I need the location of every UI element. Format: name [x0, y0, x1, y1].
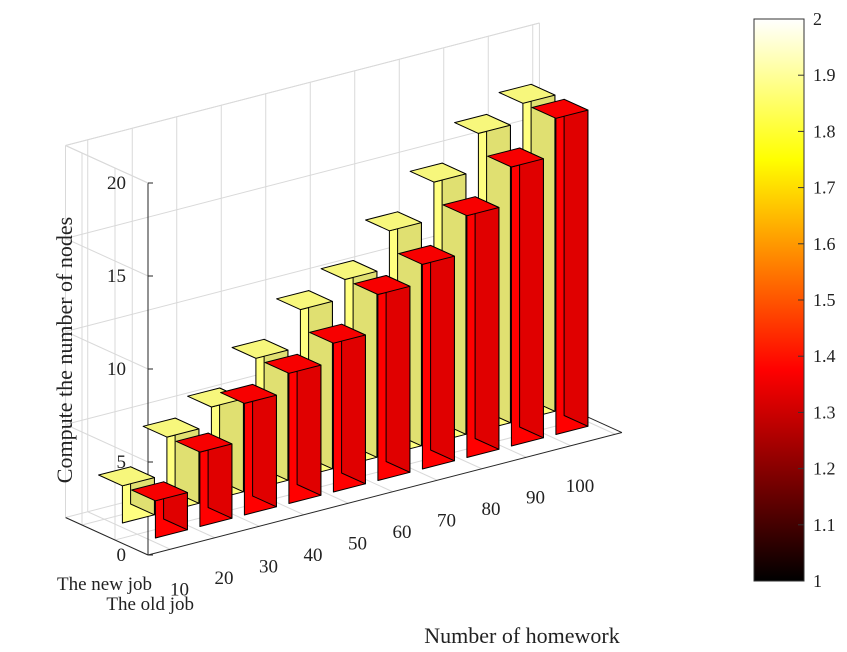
bar-face-top	[98, 466, 155, 487]
bar-face-top	[487, 147, 544, 168]
x-tick-label: 50	[348, 534, 367, 555]
colorbar-tick-label: 1.7	[813, 178, 836, 198]
box-edge	[65, 22, 540, 146]
colorbar-tick-label: 1.5	[813, 290, 836, 310]
bar-face-top	[454, 113, 511, 134]
bar-old-job-50	[309, 323, 366, 493]
grid-line	[65, 424, 149, 463]
bar-old-job-10	[131, 481, 188, 539]
box-edge	[65, 145, 149, 184]
colorbar-tick-label: 1.3	[813, 402, 836, 422]
z-tick-label: 15	[107, 266, 126, 287]
z-tick-label: 0	[117, 545, 127, 566]
bar-old-job-100	[531, 98, 589, 435]
bar-face-side	[474, 196, 500, 450]
colorbar-tick-label: 1.4	[813, 346, 836, 366]
bar-face-top	[409, 162, 467, 183]
bar-face-side	[296, 353, 322, 496]
colorbar-tick-label: 1.2	[813, 459, 836, 479]
x-axis-line	[147, 432, 623, 556]
colorbar: 1 1.1 1.2 1.3 1.4 1.5 1.6 1.7 1.8 1.9 2	[753, 9, 836, 591]
colorbar-tick-label: 1	[813, 571, 822, 591]
bar-face-top	[309, 323, 366, 344]
bar-face-top	[442, 196, 500, 217]
bar-old-job-20	[175, 432, 233, 527]
colorbar-tick-label: 1.6	[813, 234, 836, 254]
series-label: The new job	[57, 574, 152, 595]
x-tick-label: 30	[259, 557, 278, 578]
z-tick-label: 10	[107, 359, 126, 380]
z-tick-label: 5	[117, 452, 127, 473]
bar-face-side	[519, 147, 544, 439]
bar-old-job-60	[353, 275, 411, 481]
x-tick-label: 100	[566, 476, 595, 497]
bar-face-top	[220, 383, 277, 404]
bar-face-side	[563, 98, 589, 427]
colorbar-tick-label: 1.9	[813, 65, 836, 85]
grid-line	[65, 331, 149, 370]
bar-old-job-80	[442, 196, 500, 458]
x-tick-label: 90	[526, 488, 545, 509]
bar-old-job-70	[398, 244, 455, 470]
bar-face-top	[353, 275, 411, 295]
grid-line	[65, 115, 540, 239]
colorbar-gradient	[753, 18, 805, 582]
colorbar-tick-label: 2	[813, 9, 822, 29]
x-tick-label: 60	[393, 522, 412, 543]
colorbar-ticks: 1 1.1 1.2 1.3 1.4 1.5 1.6 1.7 1.8 1.9 2	[798, 9, 836, 591]
bar-face-top	[398, 244, 455, 265]
bar-face-top	[131, 481, 188, 502]
bar-old-job-40	[264, 353, 322, 504]
x-tick-label: 20	[215, 568, 234, 589]
bar-old-job-30	[220, 383, 277, 516]
bar-face-side	[252, 383, 277, 508]
bar-face-top	[142, 417, 200, 438]
bar-face-top	[264, 353, 322, 374]
bar-face-top	[320, 260, 378, 280]
x-tick-label: 10	[170, 580, 189, 601]
grid-line	[65, 238, 149, 277]
colorbar-tick-label: 1.1	[813, 515, 836, 535]
ticks-layer: 0 5 10 15 20 10 20 30 40 50 60 70 80 90 100 The new job…	[57, 173, 594, 615]
x-tick-label: 70	[437, 511, 456, 532]
x-axis-label: Number of homework	[424, 623, 620, 648]
bar-face-top	[498, 83, 556, 104]
bar-old-job-90	[487, 147, 544, 447]
bar-face-side	[385, 275, 411, 473]
bar-face-top	[276, 290, 333, 311]
x-tick-label: 80	[482, 499, 501, 520]
bars-layer	[98, 83, 589, 539]
bar-face-top	[231, 338, 289, 359]
y-axis-label: Compute the number of nodes	[52, 217, 77, 483]
bar-face-top	[175, 432, 233, 453]
y-axis-line	[65, 517, 149, 556]
z-tick-label: 20	[107, 173, 126, 194]
colorbar-tick-label: 1.8	[813, 121, 836, 141]
x-tick-label: 40	[304, 545, 323, 566]
bar-face-top	[365, 211, 422, 232]
grid-line	[87, 511, 171, 550]
series-label: The old job	[106, 594, 194, 615]
bar-face-top	[531, 98, 589, 119]
bar-face-side	[341, 323, 366, 485]
bar-face-side	[430, 244, 455, 462]
